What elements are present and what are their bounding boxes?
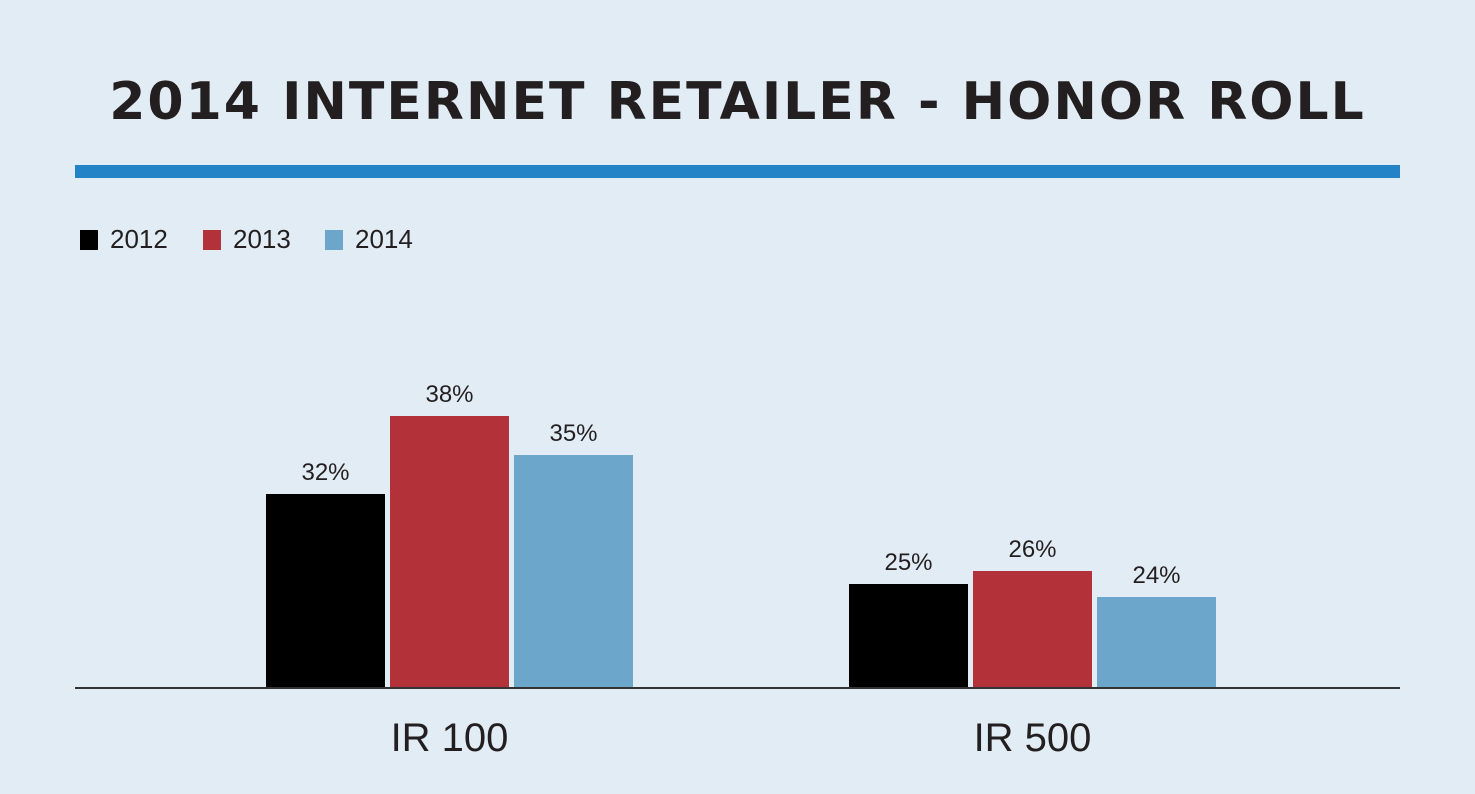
legend-label: 2012 [110, 224, 168, 254]
data-label: 26% [1008, 536, 1057, 564]
x-axis-line [75, 687, 1400, 689]
bar-ir500-2014 [1097, 597, 1216, 688]
bar-ir500-2012 [849, 584, 968, 688]
bar-ir100-2014 [514, 454, 633, 688]
legend-label: 2014 [355, 224, 413, 254]
bar-ir500-2013 [973, 571, 1092, 688]
x-tick-label-ir100: IR 100 [390, 716, 509, 760]
bar-ir100-2013 [390, 416, 509, 688]
data-label: 38% [425, 381, 474, 408]
data-label: 35% [549, 419, 598, 447]
chart-title: 2014 INTERNET RETAILER - HONOR ROLL [109, 72, 1366, 132]
data-label: 25% [884, 549, 933, 577]
legend-swatch [203, 229, 221, 250]
x-tick-label-ir500: IR 500 [973, 716, 1092, 760]
data-label: 24% [1132, 562, 1181, 590]
legend-swatch [325, 229, 343, 250]
legend-item-2013: 2013 [203, 224, 291, 255]
data-label: 32% [301, 458, 350, 486]
title-divider [75, 165, 1400, 178]
bar-ir100-2012 [266, 493, 385, 688]
legend-item-2012: 2012 [80, 224, 168, 255]
legend-swatch [80, 229, 98, 250]
legend-label: 2013 [233, 224, 291, 254]
legend-item-2014: 2014 [325, 224, 413, 255]
